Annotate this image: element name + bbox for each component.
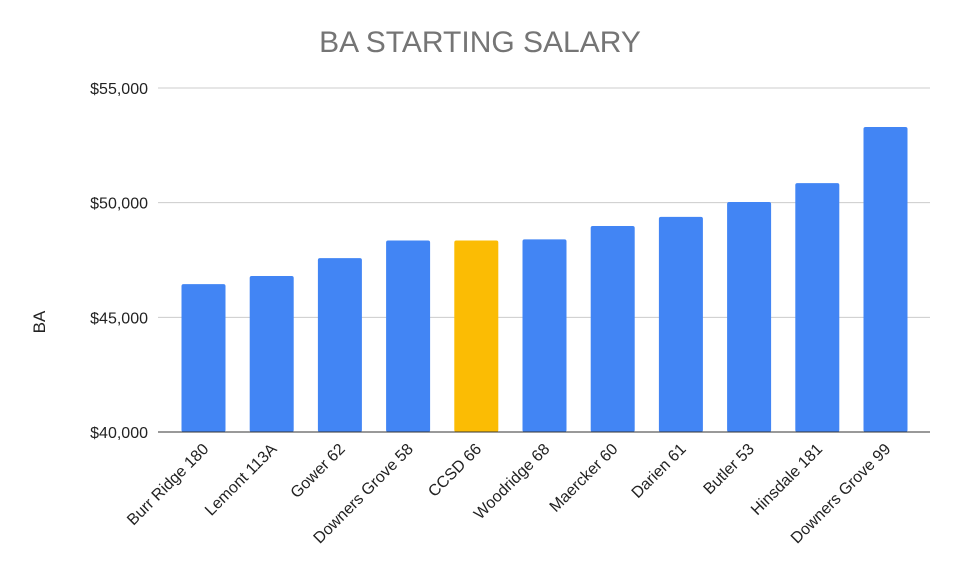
bar bbox=[590, 226, 635, 432]
chart-title: BA STARTING SALARY bbox=[319, 26, 641, 59]
y-tick-label: $55,000 bbox=[90, 81, 148, 98]
y-tick-label: $45,000 bbox=[90, 310, 148, 327]
x-tick-label: Butler 53 bbox=[701, 441, 758, 498]
bar bbox=[795, 183, 840, 432]
bar bbox=[863, 126, 908, 432]
bar bbox=[727, 201, 772, 432]
bar bbox=[522, 239, 567, 432]
bar bbox=[658, 216, 703, 432]
bar bbox=[386, 240, 431, 432]
bar bbox=[181, 284, 226, 432]
x-tick-label: Gower 62 bbox=[288, 441, 349, 502]
y-tick-label: $50,000 bbox=[90, 196, 148, 213]
x-tick-label: Burr Ridge 180 bbox=[124, 441, 212, 529]
bar bbox=[317, 258, 362, 432]
y-tick-label: $40,000 bbox=[90, 425, 148, 442]
bars bbox=[181, 126, 908, 432]
x-tick-label: Darien 61 bbox=[629, 441, 690, 502]
x-tick-label: Hinsdale 181 bbox=[748, 441, 826, 519]
x-tick-label: CCSD 66 bbox=[425, 441, 485, 501]
y-axis-label: BA bbox=[30, 310, 49, 333]
x-tick-label: Lemont 113A bbox=[202, 441, 281, 520]
x-tick-label: Maercker 60 bbox=[547, 441, 622, 516]
bar bbox=[249, 276, 294, 432]
bar-highlighted bbox=[454, 240, 499, 432]
y-axis-ticks: $40,000 $45,000 $50,000 $55,000 bbox=[90, 81, 148, 442]
